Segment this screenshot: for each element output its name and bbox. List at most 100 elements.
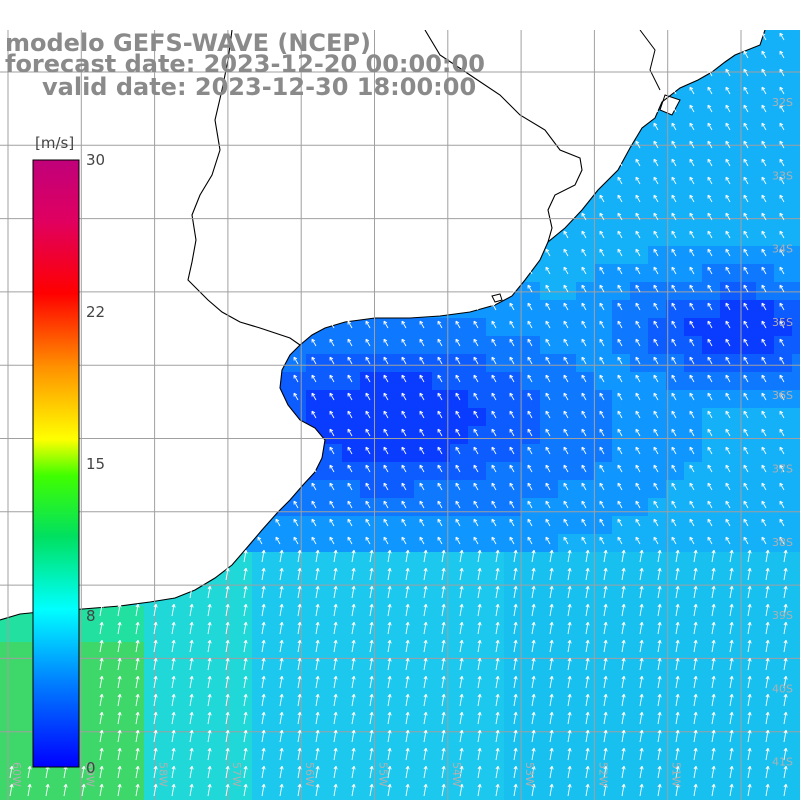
field-cell [234,786,252,800]
wind-arrow [383,428,389,437]
field-cell [504,606,522,624]
field-cell [126,714,144,732]
field-cell [360,714,378,732]
wind-arrow [509,302,515,311]
field-cell [342,570,360,588]
wind-arrow [563,284,569,293]
field-cell [792,264,800,282]
field-cell [450,606,468,624]
field-cell [162,678,180,696]
wind-arrow [581,266,587,275]
field-cell [684,606,702,624]
wind-arrow [509,320,515,329]
wind-arrow [347,374,353,383]
colorbar-tick-22: 22 [86,303,105,321]
wind-arrow [491,410,497,419]
field-cell [558,732,576,750]
wind-arrow [617,410,623,419]
wind-arrow [707,320,713,329]
wind-arrow [581,356,587,365]
wind-arrow [671,428,677,437]
wind-arrow [779,140,785,149]
wind-arrow [707,122,713,131]
field-cell [504,714,522,732]
field-cell [378,624,396,642]
field-cell [576,768,594,786]
field-cell [486,642,504,660]
lat-label: 34S [772,243,793,256]
field-cell [270,606,288,624]
wind-arrow [761,410,767,419]
field-cell [0,678,18,696]
wind-arrow [743,50,749,59]
field-cell [558,660,576,678]
wind-arrow [761,68,767,77]
wind-arrow [707,158,713,167]
field-cell [18,642,36,660]
wind-arrow [635,284,641,293]
field-cell [234,660,252,678]
field-cell [216,786,234,800]
field-cell [666,552,684,570]
field-cell [774,714,792,732]
wind-arrow [329,320,335,329]
wind-arrow [563,230,569,239]
wind-arrow [635,410,641,419]
field-cell [144,642,162,660]
field-cell [486,768,504,786]
field-cell [198,660,216,678]
field-cell [486,624,504,642]
wind-arrow [635,338,641,347]
field-cell [468,786,486,800]
field-cell [738,642,756,660]
wind-arrow [707,86,713,95]
field-cell [360,786,378,800]
field-cell [198,786,216,800]
field-cell [594,768,612,786]
field-cell [648,624,666,642]
field-cell [504,642,522,660]
wind-arrow [455,356,461,365]
field-cell [288,732,306,750]
field-cell [576,624,594,642]
field-cell [126,786,144,800]
field-cell [396,606,414,624]
field-cell [450,552,468,570]
field-cell [468,750,486,768]
field-cell [18,660,36,678]
wind-arrow [617,266,623,275]
field-cell [702,696,720,714]
wind-arrow [689,374,695,383]
field-cell [450,588,468,606]
field-cell [450,714,468,732]
field-cell [378,732,396,750]
field-cell [666,696,684,714]
field-cell [360,732,378,750]
field-cell [666,678,684,696]
field-cell [738,552,756,570]
wind-arrow [563,266,569,275]
field-cell [486,714,504,732]
field-cell [468,588,486,606]
wind-arrow [473,374,479,383]
wind-arrow [617,302,623,311]
wind-arrow [329,392,335,401]
wind-arrow [509,356,515,365]
field-cell [576,552,594,570]
field-cell [414,588,432,606]
field-cell [270,624,288,642]
field-cell [738,660,756,678]
field-cell [576,732,594,750]
field-cell [234,678,252,696]
wind-arrow [689,320,695,329]
border-uruguay-brazil [424,30,583,243]
border-uruguay-river [187,30,301,346]
field-cell [702,732,720,750]
field-cell [360,642,378,660]
wind-arrow [617,158,623,167]
island [491,293,503,303]
field-cell [756,570,774,588]
field-cell [324,624,342,642]
wind-arrow [383,410,389,419]
wind-arrow [653,428,659,437]
